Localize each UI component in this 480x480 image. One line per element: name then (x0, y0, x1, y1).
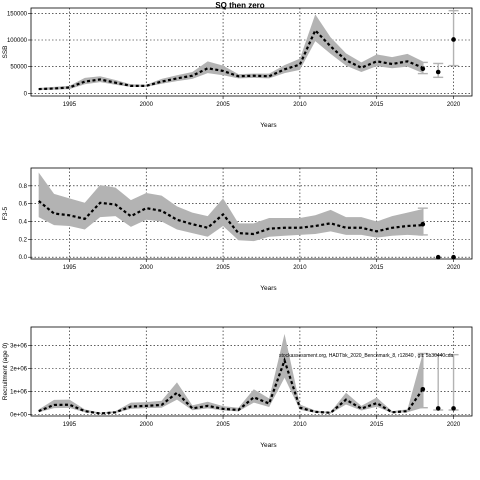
x-tick-label: 1995 (63, 102, 77, 108)
plot-frame (30, 7, 473, 97)
forecast-point (420, 221, 426, 227)
confidence-band (38, 333, 423, 414)
y-tick-label: 0.8 (19, 184, 28, 190)
y-tick-label: 50000 (10, 65, 27, 71)
x-tick-label: 2005 (216, 102, 230, 108)
panel-1: 1995 2000 2005 2010 2015 2020 0 50000 100000 1500… (2, 7, 473, 129)
x-tick-label: 2020 (447, 265, 461, 271)
x-tick-label: 1995 (63, 422, 77, 428)
x-tick-label: 2000 (140, 265, 154, 271)
y-axis-label: Recruitment (age 0) (2, 343, 9, 400)
watermark-text: stockassessment.org, HADTbk_2020_Benchma… (279, 353, 453, 359)
x-tick-label: 2000 (140, 422, 154, 428)
panel-3: 1995 2000 2005 2010 2015 2020 0e+00 1e+06 2e+06 3… (2, 326, 473, 449)
forecast-point (451, 37, 456, 42)
x-axis-label: Years (260, 442, 277, 449)
y-tick-label: 0e+00 (10, 413, 28, 419)
y-axis-label: F3-5 (2, 206, 9, 220)
estimate-line (37, 200, 423, 236)
y-tick-label: 1e+06 (10, 390, 28, 396)
y-tick-label: 0.0 (19, 255, 28, 261)
x-tick-label: 2005 (216, 422, 230, 428)
x-tick-label: 2020 (447, 102, 461, 108)
x-tick-label: 2020 (447, 422, 461, 428)
forecast-point (435, 254, 441, 260)
y-axis-label: SSB (2, 45, 9, 58)
x-axis-label: Years (260, 285, 277, 292)
x-tick-label: 2010 (293, 422, 307, 428)
forecast-point (451, 406, 456, 411)
plot-frame (30, 326, 473, 417)
estimate-line (38, 357, 424, 415)
x-tick-label: 2010 (293, 265, 307, 271)
y-tick-label: 100000 (7, 38, 28, 44)
figure-title: SQ then zero (215, 1, 264, 10)
y-tick-label: 2e+06 (10, 367, 28, 373)
y-tick-label: 0.6 (19, 202, 28, 208)
y-tick-label: 3e+06 (10, 343, 28, 349)
forecast-point (451, 254, 456, 260)
plot-frame (30, 167, 473, 260)
forecast-point (420, 386, 426, 392)
x-tick-label: 2015 (370, 102, 384, 108)
x-tick-label: 2015 (370, 422, 384, 428)
confidence-band (38, 14, 423, 91)
x-tick-label: 2000 (140, 102, 154, 108)
x-tick-label: 2015 (370, 265, 384, 271)
forecast-point (435, 406, 441, 411)
y-tick-label: 150000 (7, 11, 28, 17)
estimate-line (38, 28, 424, 91)
y-tick-label: 0.2 (19, 237, 28, 243)
forecast-point (420, 66, 426, 72)
x-tick-label: 2005 (216, 265, 230, 271)
y-tick-label: 0 (24, 91, 28, 97)
forecast-point (435, 69, 441, 75)
x-axis-label: Years (260, 122, 277, 129)
x-tick-label: 1995 (63, 265, 77, 271)
panel-2: 1995 2000 2005 2010 2015 2020 0.0 0.2 0.4 0.6 0.8 Y… (2, 167, 473, 292)
x-tick-label: 2010 (293, 102, 307, 108)
y-tick-label: 0.4 (19, 220, 28, 226)
